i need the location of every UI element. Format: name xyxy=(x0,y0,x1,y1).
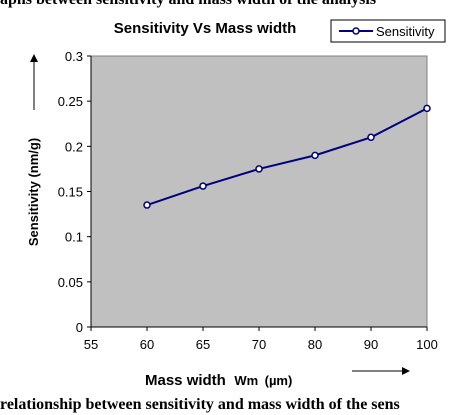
chart-title: Sensitivity Vs Mass width xyxy=(114,20,297,37)
caption-top-fragment: aphs between sensitivity and mass width … xyxy=(0,0,474,9)
data-point-60 xyxy=(143,201,151,209)
plot-area xyxy=(90,55,428,328)
data-point-80 xyxy=(311,151,319,160)
y-tick-label: 0.3 xyxy=(65,49,83,64)
caption-bottom-fragment: relationship between sensitivity and mas… xyxy=(0,396,400,413)
series-line-sensitivity xyxy=(146,107,428,206)
x-axis-title-symbol: Wm xyxy=(234,373,258,388)
legend-marker-swatch xyxy=(352,27,360,35)
x-tick-label: 55 xyxy=(84,337,98,352)
x-tick-label: 60 xyxy=(140,337,154,352)
y-axis-ticks: 0 0.05 0.1 0.15 0.2 0.25 0.3 xyxy=(58,49,91,335)
y-axis-title-group: Sensitivity (nm/g) xyxy=(26,138,41,246)
y-tick-label: 0.1 xyxy=(65,230,83,245)
data-point-90 xyxy=(367,133,375,142)
x-tick-label: 90 xyxy=(364,337,378,352)
y-tick-label: 0.25 xyxy=(58,94,83,109)
x-axis-title: Mass width Wm (µm) xyxy=(145,372,292,389)
data-point-70 xyxy=(255,165,263,173)
data-point-100 xyxy=(423,104,431,113)
y-tick-label: 0.15 xyxy=(58,185,83,200)
x-axis-title-label: Mass width xyxy=(145,372,226,389)
x-tick-label: 70 xyxy=(252,337,266,352)
y-axis-title: Sensitivity (nm/g) xyxy=(26,138,41,246)
legend-box xyxy=(330,19,446,43)
series-layer xyxy=(143,104,431,209)
y-tick-label: 0.05 xyxy=(58,275,83,290)
x-axis-title-unit: (µm) xyxy=(265,373,293,388)
legend: Sensitivity xyxy=(330,19,446,43)
x-tick-label: 65 xyxy=(196,337,210,352)
legend-label: Sensitivity xyxy=(376,24,435,39)
data-point-65 xyxy=(199,182,207,190)
x-tick-label: 100 xyxy=(416,337,438,352)
y-tick-label: 0.2 xyxy=(65,139,83,154)
x-tick-label: 80 xyxy=(308,337,322,352)
x-axis-ticks: 55 60 65 70 80 90 100 xyxy=(84,327,438,352)
y-tick-label: 0 xyxy=(76,320,83,335)
